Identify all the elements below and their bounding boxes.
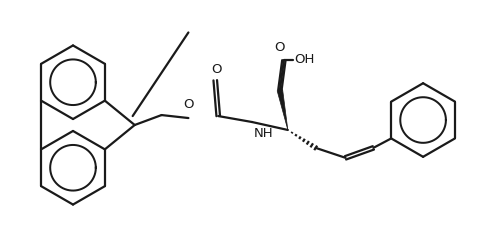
Text: O: O bbox=[275, 42, 285, 54]
Polygon shape bbox=[277, 90, 288, 130]
Text: O: O bbox=[183, 98, 194, 111]
Text: O: O bbox=[211, 63, 221, 76]
Text: OH: OH bbox=[294, 53, 314, 66]
Text: NH: NH bbox=[254, 127, 274, 140]
